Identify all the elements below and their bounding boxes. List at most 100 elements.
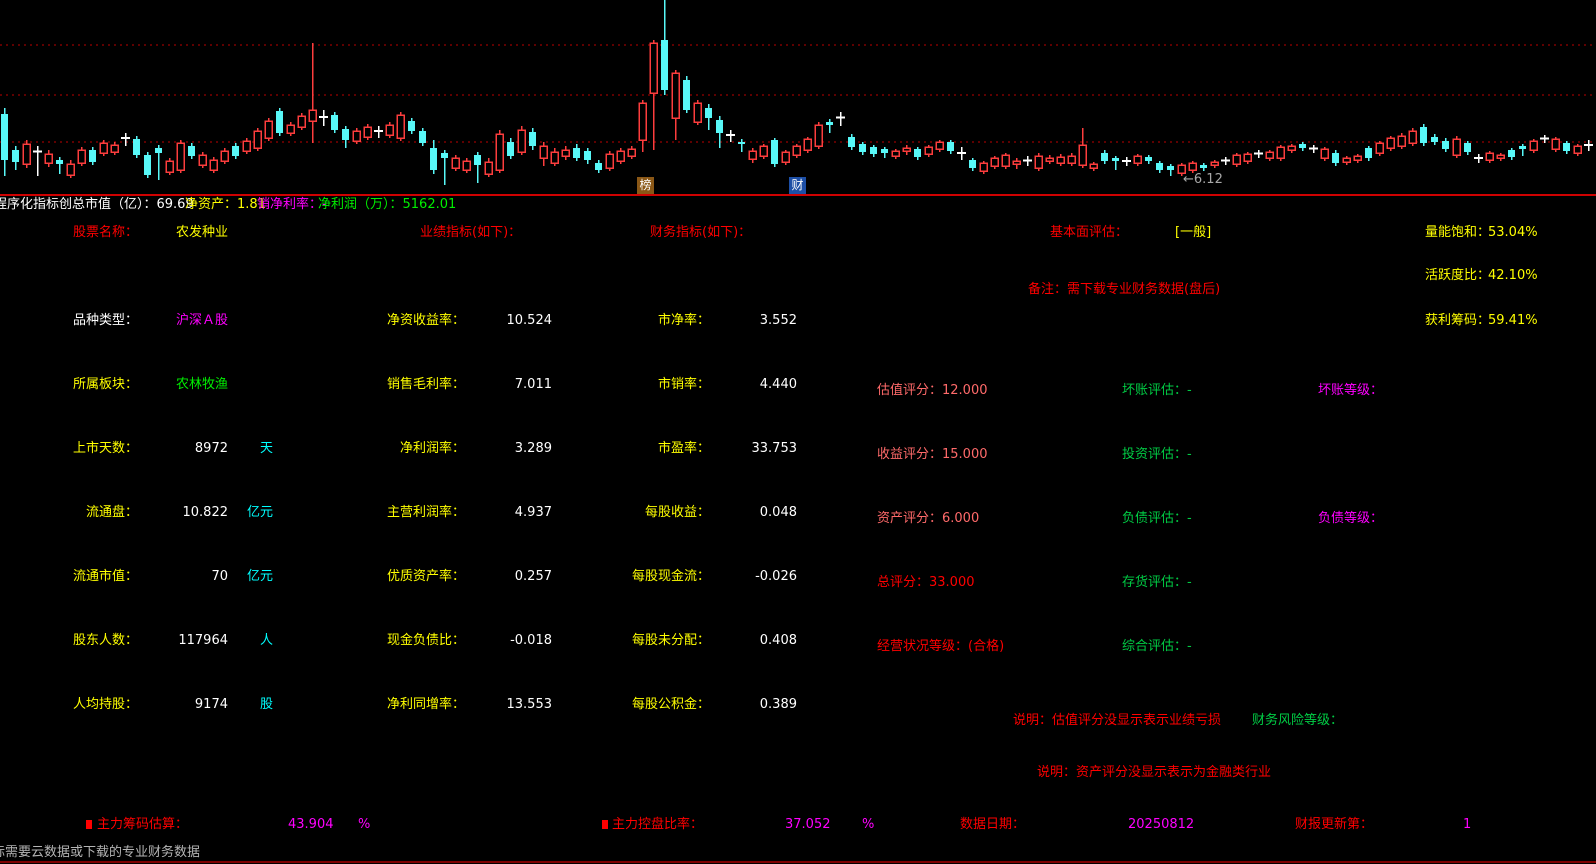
basic-label-7: 人均持股：: [72, 697, 138, 712]
perf-value-3: 4.937: [514, 505, 552, 520]
basic-value-5: 70: [211, 569, 228, 584]
report-update-value: 1: [1463, 817, 1472, 832]
basic-label-2: 所属板块：: [72, 377, 138, 392]
fin-value-6: 0.389: [759, 697, 797, 712]
fin-label-5: 每股未分配：: [631, 633, 710, 648]
header-title: 程序化指标创: [0, 197, 73, 212]
fin-value-2: 33.753: [751, 441, 798, 456]
evaluation-3: 存货评估：-: [1122, 575, 1192, 590]
grade-liability: 负债等级：: [1318, 511, 1384, 526]
candlestick-svg: [0, 0, 1596, 185]
perf-value-1: 7.011: [514, 377, 552, 392]
basic-unit-6: 人: [259, 633, 273, 648]
header-net-margin: 销净利率：-: [257, 197, 327, 212]
candlestick-chart[interactable]: 榜 财 ←6.12: [0, 0, 1596, 196]
score-2: 资产评分：6.000: [877, 511, 980, 526]
basic-value-7: 9174: [194, 697, 228, 712]
rstat-label-0: 量能饱和：: [1425, 225, 1491, 240]
basic-label-6: 股东人数：: [72, 633, 138, 648]
score-4: 经营状况等级：(合格): [877, 639, 1005, 654]
perf-label-0: 净资收益率：: [386, 313, 465, 328]
price-annotation: ←6.12: [1183, 172, 1223, 187]
score-1: 收益评分：15.000: [877, 447, 988, 462]
assessment-value: [一般]: [1175, 225, 1212, 240]
score-0: 估值评分：12.000: [877, 383, 988, 398]
evaluation-4: 综合评估：-: [1122, 639, 1192, 654]
fin-value-0: 3.552: [759, 313, 797, 328]
basic-value-2: 农林牧渔: [175, 377, 228, 392]
basic-value-1: 沪深Ａ股: [175, 313, 228, 328]
fin-value-3: 0.048: [759, 505, 797, 520]
basic-label-5: 流通市值：: [72, 569, 138, 584]
performance-header: 业绩指标(如下)：: [420, 225, 522, 240]
evaluation-2: 负债评估：-: [1122, 511, 1192, 526]
basic-unit-4: 亿元: [246, 505, 273, 520]
fin-label-6: 每股公积金：: [631, 697, 710, 712]
fin-value-5: 0.408: [759, 633, 797, 648]
fin-value-4: -0.026: [755, 569, 797, 584]
download-note: 备注：需下载专业财务数据(盘后): [1028, 282, 1221, 297]
risk-grade-label: 财务风险等级：: [1252, 713, 1344, 728]
perf-value-6: 13.553: [506, 697, 553, 712]
score-3: 总评分：33.000: [877, 575, 975, 590]
basic-value-4: 10.822: [182, 505, 229, 520]
perf-label-5: 现金负债比：: [386, 633, 465, 648]
perf-label-6: 净利同增率：: [386, 697, 465, 712]
bottom-divider: [0, 861, 1596, 863]
chip-estimate-value: 43.904: [288, 817, 334, 832]
rstat-value-0: 53.04%: [1488, 225, 1538, 240]
control-bullet: [602, 820, 608, 829]
rstat-value-1: 42.10%: [1488, 268, 1538, 283]
basic-label-4: 流通盘：: [85, 505, 138, 520]
basic-value-0: 农发种业: [175, 225, 228, 240]
basic-value-6: 117964: [178, 633, 228, 648]
chart-panel-divider: [0, 194, 1596, 196]
control-ratio-unit: %: [862, 817, 875, 832]
evaluation-1: 投资评估：-: [1122, 447, 1192, 462]
control-ratio-label: 主力控盘比率：: [612, 817, 704, 832]
perf-label-1: 销售毛利率：: [386, 377, 465, 392]
basic-unit-3: 天: [259, 441, 273, 456]
control-ratio-value: 37.052: [785, 817, 831, 832]
perf-label-3: 主营利润率：: [386, 505, 465, 520]
perf-label-2: 净利润率：: [399, 441, 465, 456]
rstat-value-2: 59.41%: [1488, 313, 1538, 328]
basic-label-1: 品种类型：: [72, 313, 138, 328]
basic-unit-7: 股: [259, 697, 273, 712]
fin-value-1: 4.440: [759, 377, 797, 392]
fin-label-2: 市盈率：: [657, 441, 710, 456]
perf-value-4: 0.257: [514, 569, 552, 584]
fin-label-4: 每股现金流：: [631, 569, 710, 584]
finance-marker[interactable]: 财: [789, 177, 806, 194]
explain-valuation: 说明：估值评分没显示表示业绩亏损: [1013, 713, 1222, 728]
header-total-mcap: 总市值（亿）：69.69: [72, 197, 194, 212]
report-update-label: 财报更新第：: [1295, 817, 1374, 832]
perf-value-5: -0.018: [510, 633, 552, 648]
chip-estimate-label: 主力筹码估算：: [97, 817, 189, 832]
data-date-label: 数据日期：: [960, 817, 1026, 832]
evaluation-0: 坏账评估：-: [1122, 383, 1192, 398]
data-date-value: 20250812: [1128, 817, 1195, 832]
chip-bullet: [86, 820, 92, 829]
basic-unit-5: 亿元: [246, 569, 273, 584]
basic-label-3: 上市天数：: [72, 441, 138, 456]
header-net-profit: 净利润（万）：5162.01: [318, 197, 457, 212]
basic-value-3: 8972: [194, 441, 228, 456]
perf-value-2: 3.289: [514, 441, 552, 456]
basic-label-0: 股票名称：: [72, 225, 138, 240]
perf-value-0: 10.524: [506, 313, 553, 328]
rstat-label-2: 获利筹码：: [1425, 313, 1491, 328]
financial-header: 财务指标(如下)：: [650, 225, 752, 240]
ranking-marker[interactable]: 榜: [637, 177, 654, 194]
rstat-label-1: 活跃度比：: [1425, 268, 1491, 283]
fin-label-1: 市销率：: [657, 377, 710, 392]
fin-label-0: 市净率：: [657, 313, 710, 328]
explain-asset: 说明：资产评分没显示表示为金融类行业: [1037, 765, 1272, 780]
header-net-assets: 净资产：1.81: [185, 197, 266, 212]
assessment-label: 基本面评估：: [1050, 225, 1129, 240]
perf-label-4: 优质资产率：: [386, 569, 465, 584]
chip-estimate-unit: %: [358, 817, 371, 832]
grade-bad-debt: 坏账等级：: [1318, 383, 1384, 398]
footer-note: 标需要云数据或下载的专业财务数据: [0, 845, 201, 860]
